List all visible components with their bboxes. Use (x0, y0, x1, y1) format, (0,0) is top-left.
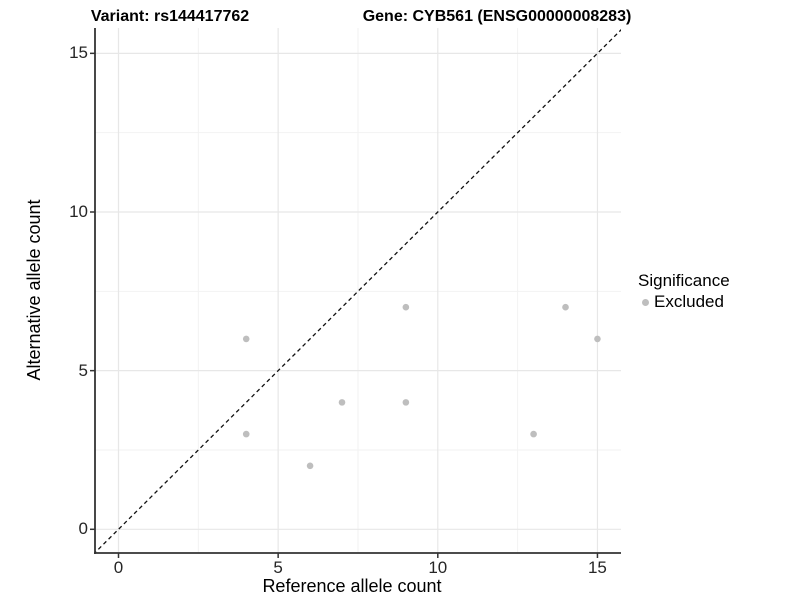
identity-reference-line (95, 29, 621, 553)
data-point (306, 462, 314, 470)
circle-marker-icon (641, 298, 649, 306)
x-axis-title: Reference allele count (262, 576, 442, 596)
legend-key (638, 295, 652, 309)
legend: Significance Excluded (638, 271, 730, 312)
plot-title-variant: Variant: rs144417762 (90, 8, 250, 25)
data-point (562, 303, 569, 311)
x-tick-label: 10 (428, 558, 448, 577)
data-point (594, 335, 601, 343)
legend-item-label: Excluded (654, 292, 724, 311)
data-point (242, 335, 250, 343)
data-point (402, 303, 410, 311)
legend-item-excluded: Excluded (638, 292, 730, 312)
legend-title: Significance (638, 271, 730, 290)
x-tick-label: 15 (587, 558, 607, 577)
x-tick-label: 5 (273, 558, 283, 577)
data-point (338, 399, 346, 406)
x-tick-label: 0 (113, 558, 124, 577)
data-point (242, 430, 250, 438)
y-tick-label: 15 (69, 43, 88, 63)
plot-title-gene: Gene: CYB561 (ENSG00000008283) (362, 8, 632, 25)
y-tick-label: 10 (69, 202, 88, 221)
data-point (402, 399, 410, 406)
y-tick-label: 5 (78, 360, 88, 380)
y-tick-label: 0 (78, 519, 88, 539)
data-point (530, 430, 537, 438)
y-axis-title: Alternative allele count (24, 199, 44, 381)
